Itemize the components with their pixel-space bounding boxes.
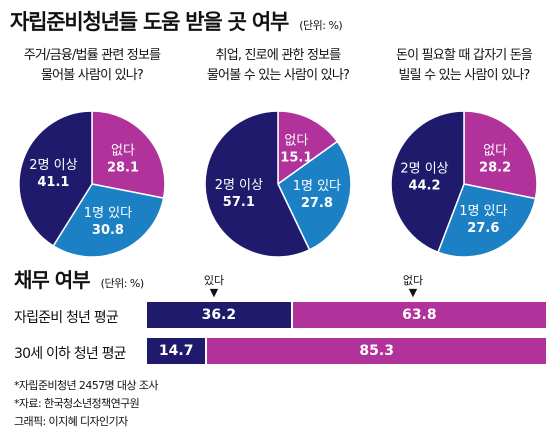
main-unit: (단위: %) xyxy=(299,19,343,32)
pie-question-2-line-1: 취업, 진로에 관한 정보를 xyxy=(215,48,342,63)
pie-question-1-line-2: 물어볼 사람이 있나? xyxy=(40,68,144,83)
pie-slice-value: 28.1 xyxy=(107,161,139,176)
footnote-survey: *자립준비청년 2457명 대상 조사 xyxy=(14,379,159,392)
pie-chart-1: 없다 28.1 1명 있다 30.8 2명 이상 41.1 xyxy=(18,110,166,258)
pie-slice-no xyxy=(277,110,339,186)
pie-slice-value: 41.1 xyxy=(37,175,69,190)
pie-block-2: 취업, 진로에 관한 정보를 물어볼 수 있는 사람이 있나? 없다 15.1 1명… xyxy=(188,46,368,258)
pie-slice-value: 27.6 xyxy=(467,221,499,236)
legend-label-no: 없다 xyxy=(402,274,424,287)
legend-marker-no: 없다 ▼ xyxy=(393,275,433,299)
pie-slice-label: 2명 이상 xyxy=(29,158,77,173)
pie-question-1-line-1: 주거/금융/법률 관련 정보를 xyxy=(23,48,161,63)
pie-chart-2: 없다 15.1 1명 있다 27.8 2명 이상 57.1 xyxy=(204,110,352,258)
pie-slice-label: 1명 있다 xyxy=(459,204,507,219)
bar-segment-yes: 36.2 xyxy=(147,302,291,328)
bar-segment-value: 63.8 xyxy=(402,307,437,323)
legend-label-yes: 있다 xyxy=(203,274,225,287)
pie-slice-label: 없다 xyxy=(111,144,135,159)
pie-slice-value: 27.8 xyxy=(301,196,333,211)
pie-question-3-line-1: 돈이 필요할 때 갑자기 돈을 xyxy=(395,48,533,63)
legend-marker-yes: 있다 ▼ xyxy=(194,275,234,299)
pie-slice-value: 44.2 xyxy=(408,179,440,194)
pie-slice-label: 2명 이상 xyxy=(215,178,263,193)
pie-question-2-line-2: 물어볼 수 있는 사람이 있나? xyxy=(206,68,350,83)
pie-slice-one xyxy=(437,183,537,258)
pie-slice-label: 없다 xyxy=(284,133,308,148)
bar-label-2: 30세 이하 청년 평균 xyxy=(14,346,127,362)
pie-slice-two-plus xyxy=(18,110,93,247)
pie-slice-value: 30.8 xyxy=(92,223,124,238)
pie-slice-label: 없다 xyxy=(483,144,507,159)
footnote-credit: 그래픽: 이지혜 디자인기자 xyxy=(14,415,128,428)
stacked-bar-1: 36.2 63.8 xyxy=(147,302,546,328)
debt-section-unit: (단위: %) xyxy=(100,277,144,290)
bar-segment-value: 14.7 xyxy=(158,343,194,359)
triangle-down-icon: ▼ xyxy=(209,286,219,299)
stacked-bar-2: 14.7 85.3 xyxy=(147,338,546,364)
pie-question-3-line-2: 빌릴 수 있는 사람이 있나? xyxy=(398,68,530,83)
pie-slice-one xyxy=(277,140,352,251)
debt-section-title: 채무 여부 xyxy=(14,268,91,292)
pie-block-3: 돈이 필요할 때 갑자기 돈을 빌릴 수 있는 사람이 있나? 없다 28.2 1명… xyxy=(374,46,554,258)
pie-slice-label: 1명 있다 xyxy=(293,179,341,194)
pie-slice-two-plus xyxy=(390,110,465,254)
triangle-down-icon: ▼ xyxy=(408,286,418,299)
pie-slice-no xyxy=(91,110,166,200)
bar-segment-yes: 14.7 xyxy=(147,338,206,364)
footnote-source: *자료: 한국청소년정책연구원 xyxy=(14,397,140,410)
pie-block-1: 주거/금융/법률 관련 정보를 물어볼 사람이 있나? 없다 28.1 1명 있다 3… xyxy=(2,46,182,258)
pie-slice-label: 1명 있다 xyxy=(84,206,132,221)
debt-section-title-row: 채무 여부 (단위: %) xyxy=(14,264,144,293)
pie-chart-3: 없다 28.2 1명 있다 27.6 2명 이상 44.2 xyxy=(390,110,538,258)
bar-label-1: 자립준비 청년 평균 xyxy=(14,310,119,326)
pie-slice-label: 2명 이상 xyxy=(400,162,448,177)
bar-segment-no: 85.3 xyxy=(205,338,546,364)
pie-slice-value: 15.1 xyxy=(280,150,312,165)
pie-slice-no xyxy=(463,110,538,200)
main-title-row: 자립준비청년들 도움 받을 곳 여부 (단위: %) xyxy=(10,6,343,36)
main-title: 자립준비청년들 도움 받을 곳 여부 xyxy=(10,10,289,34)
bar-segment-no: 63.8 xyxy=(290,302,546,328)
bar-segment-value: 36.2 xyxy=(201,307,237,323)
pie-slice-value: 28.2 xyxy=(479,161,511,176)
bar-segment-value: 85.3 xyxy=(359,343,394,359)
pie-slice-value: 57.1 xyxy=(223,195,255,210)
pie-slice-two-plus xyxy=(204,110,311,258)
